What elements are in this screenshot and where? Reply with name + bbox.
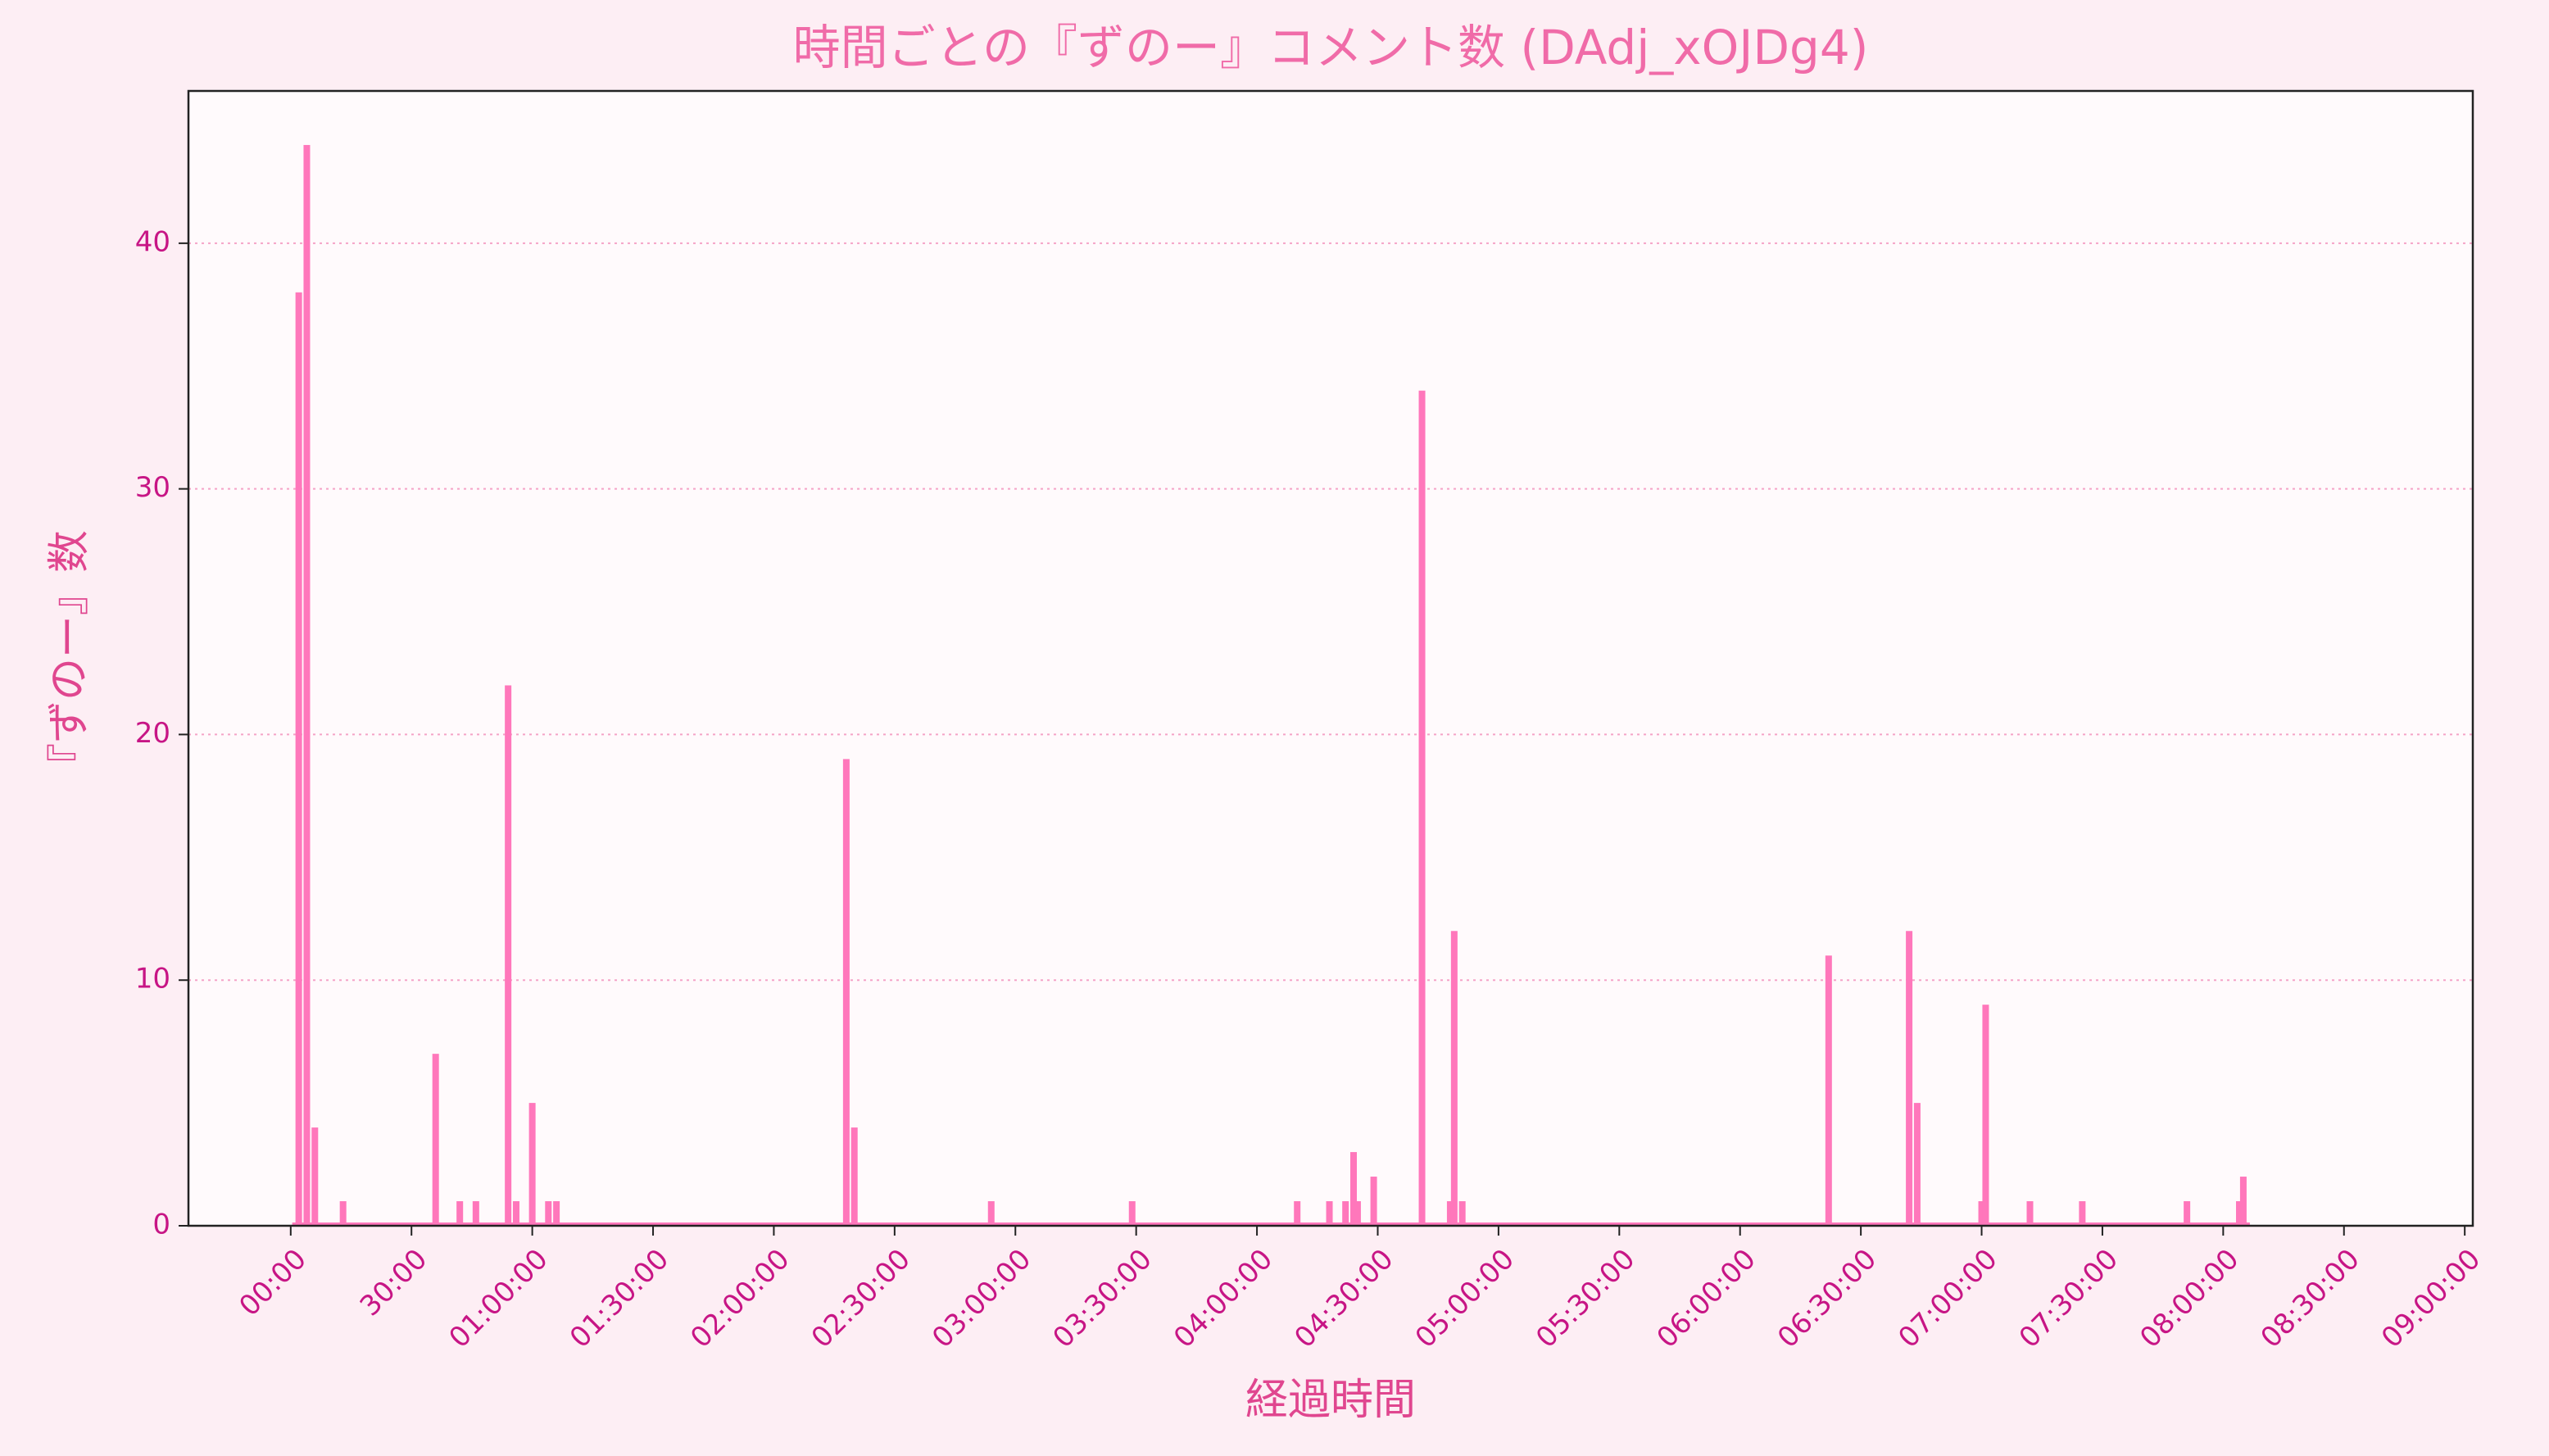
x-axis-label: 経過時間 [1245,1376,1416,1425]
bar [2184,1201,2191,1226]
bar [295,292,302,1226]
plot-area [188,91,2473,1226]
bar [1326,1201,1333,1226]
bar [432,1054,439,1226]
bar [842,759,850,1226]
bar [311,1127,319,1226]
bar [1913,1103,1921,1226]
bar [1458,1201,1466,1226]
bar [1418,390,1426,1226]
bar [2026,1201,2034,1226]
bar [339,1201,347,1226]
bar [528,1103,536,1226]
bar [545,1201,552,1226]
plot-frame [187,89,2474,1227]
bar [1354,1201,1361,1226]
bar [1450,931,1458,1226]
bar [1906,931,1913,1226]
bar [303,144,311,1226]
bar [472,1201,479,1226]
bar [987,1201,995,1226]
y-tick-label: 0 [152,1209,170,1241]
bar [1370,1177,1377,1226]
bar [553,1201,560,1226]
bar [1825,955,1832,1226]
bar [505,685,512,1226]
bar [1982,1005,1989,1226]
bar [1294,1201,1301,1226]
y-tick-label: 20 [135,717,170,750]
bar [2239,1177,2247,1226]
y-tick-label: 30 [135,471,170,504]
y-tick-label: 40 [135,225,170,258]
bar [850,1127,858,1226]
y-axis-label: 『ずのー』数 [45,530,94,786]
bar [1978,1201,1985,1226]
bar [1128,1201,1136,1226]
bar [1342,1201,1349,1226]
y-tick-label: 10 [135,963,170,996]
bar [456,1201,464,1226]
bar [2236,1201,2243,1226]
bar [1446,1201,1454,1226]
bar [512,1201,519,1226]
bar [2079,1201,2086,1226]
bar [1350,1152,1358,1226]
chart-title: 時間ごとの『ずのー』コメント数 (DAdj_xOJDg4) [793,20,1869,75]
